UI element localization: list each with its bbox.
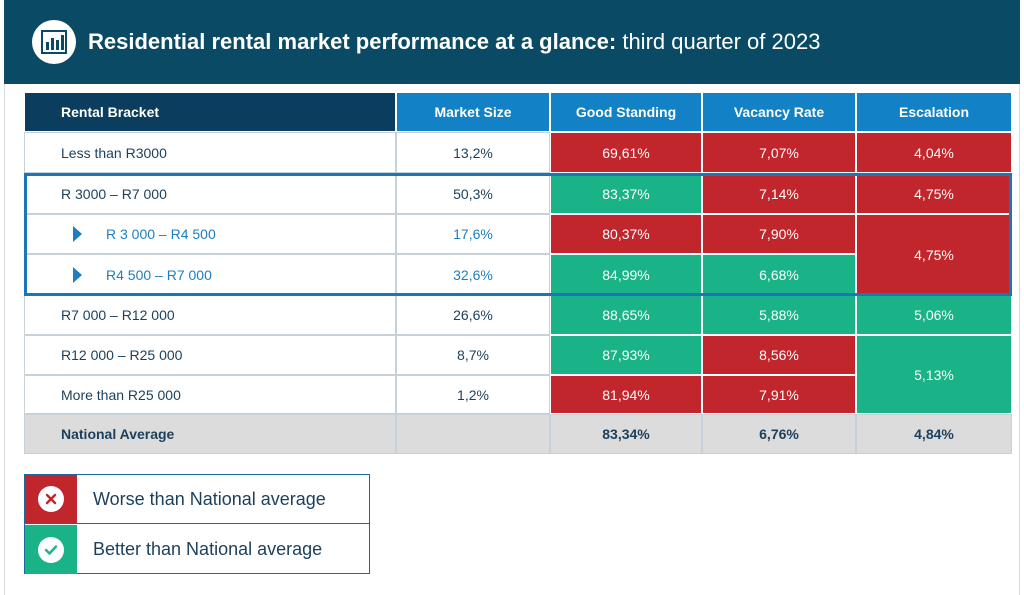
national-average-label: National Average (24, 414, 396, 454)
row-good-standing-3: 84,99% (550, 254, 702, 295)
title-bold: Residential rental market performance at… (88, 29, 617, 54)
column-header-4: Escalation (856, 92, 1012, 132)
national-average-market-size (396, 414, 550, 454)
row-escalation-4: 5,06% (856, 295, 1012, 335)
row-bracket-2[interactable]: R 3 000 – R4 500 (24, 214, 396, 254)
row-escalation-0: 4,04% (856, 132, 1012, 173)
row-vacancy-rate-4: 5,88% (702, 295, 856, 335)
row-good-standing-1: 83,37% (550, 173, 702, 214)
national-average-escalation: 4,84% (856, 414, 1012, 454)
title-light: third quarter of 2023 (622, 29, 821, 54)
legend: Worse than National average Better than … (24, 474, 370, 574)
legend-item-worse: Worse than National average (25, 475, 369, 524)
legend-swatch-worse (25, 475, 77, 523)
row-vacancy-rate-3: 6,68% (702, 254, 856, 295)
legend-item-better: Better than National average (25, 525, 369, 574)
bracket-label: R 3 000 – R4 500 (106, 226, 216, 242)
bar-chart-icon (32, 20, 76, 64)
performance-table: Rental Bracket Market Size Good Standing Va… (24, 92, 1012, 454)
row-good-standing-6: 81,94% (550, 375, 702, 414)
row-market-size-3: 32,6% (396, 254, 550, 295)
row-market-size-0: 13,2% (396, 132, 550, 173)
row-vacancy-rate-2: 7,90% (702, 214, 856, 254)
row-vacancy-rate-1: 7,14% (702, 173, 856, 214)
legend-swatch-better (25, 525, 77, 574)
row-escalation-2: 4,75% (856, 214, 1012, 295)
row-bracket-0: Less than R3000 (24, 132, 396, 173)
page-header: Residential rental market performance at… (4, 0, 1020, 84)
row-good-standing-5: 87,93% (550, 335, 702, 375)
row-escalation-1: 4,75% (856, 173, 1012, 214)
row-bracket-6: More than R25 000 (24, 375, 396, 414)
content-frame (4, 84, 1020, 595)
row-market-size-2: 17,6% (396, 214, 550, 254)
bracket-label: R4 500 – R7 000 (106, 266, 212, 283)
legend-label-better: Better than National average (93, 539, 323, 559)
row-vacancy-rate-6: 7,91% (702, 375, 856, 414)
row-market-size-1: 50,3% (396, 173, 550, 214)
row-bracket-1: R 3000 – R7 000 (24, 173, 396, 214)
check-icon (38, 536, 64, 563)
national-average-vacancy-rate: 6,76% (702, 414, 856, 454)
cross-icon (38, 486, 64, 512)
row-market-size-4: 26,6% (396, 295, 550, 335)
column-header-2: Good Standing (550, 92, 702, 132)
row-good-standing-0: 69,61% (550, 132, 702, 173)
expand-arrow-icon[interactable] (73, 226, 82, 242)
row-vacancy-rate-0: 7,07% (702, 132, 856, 173)
row-good-standing-2: 80,37% (550, 214, 702, 254)
column-header-1: Market Size (396, 92, 550, 132)
row-bracket-4: R7 000 – R12 000 (24, 295, 396, 335)
column-header-3: Vacancy Rate (702, 92, 856, 132)
row-bracket-5: R12 000 – R25 000 (24, 335, 396, 375)
row-good-standing-4: 88,65% (550, 295, 702, 335)
row-bracket-3[interactable]: R4 500 – R7 000 (24, 254, 396, 295)
row-market-size-6: 1,2% (396, 375, 550, 414)
page-title: Residential rental market performance at… (88, 29, 820, 55)
row-vacancy-rate-5: 8,56% (702, 335, 856, 375)
national-average-good-standing: 83,34% (550, 414, 702, 454)
row-market-size-5: 8,7% (396, 335, 550, 375)
legend-label-worse: Worse than National average (93, 488, 326, 509)
expand-arrow-icon[interactable] (73, 266, 82, 283)
row-escalation-5: 5,13% (856, 335, 1012, 414)
column-header-0: Rental Bracket (24, 92, 396, 132)
